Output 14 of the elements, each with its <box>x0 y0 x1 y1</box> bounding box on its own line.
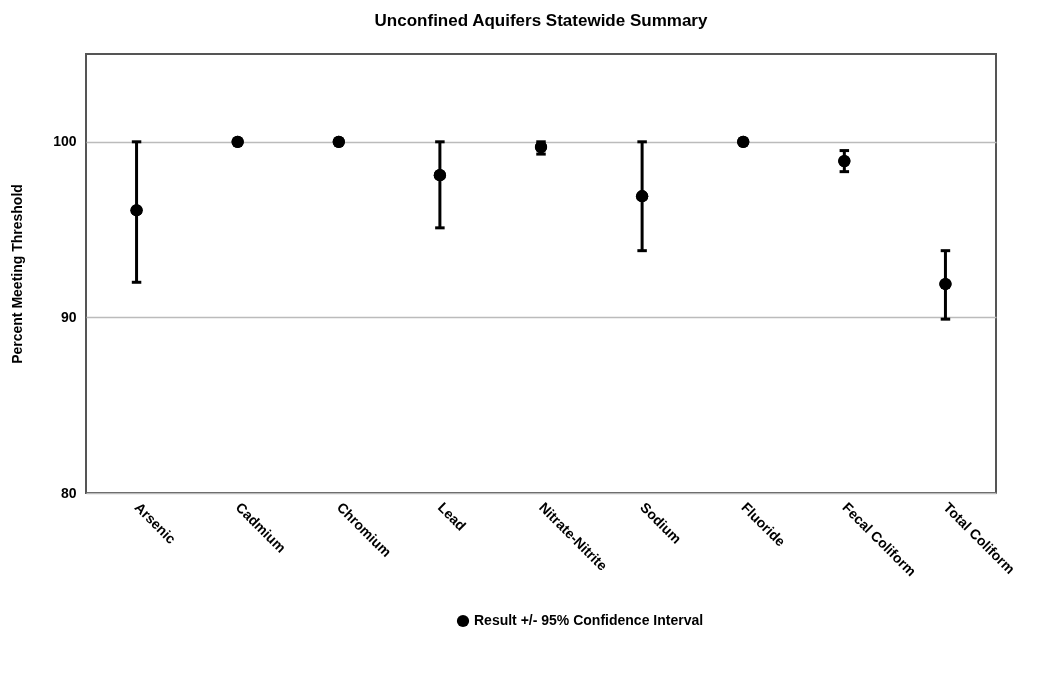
chart-title: Unconfined Aquifers Statewide Summary <box>374 11 708 30</box>
point <box>939 277 952 291</box>
point <box>332 135 345 148</box>
point <box>838 155 851 168</box>
point <box>737 135 750 148</box>
y-axis-title: Percent Meeting Threshold <box>9 184 26 364</box>
y-tick-label: 80 <box>60 484 77 501</box>
point <box>130 204 143 217</box>
legend-label: Result +/- 95% Confidence Interval <box>474 612 704 628</box>
y-tick-label: 100 <box>53 133 77 150</box>
point <box>433 169 447 182</box>
point <box>635 190 649 203</box>
point <box>231 135 244 148</box>
y-tick-label: 90 <box>60 308 77 325</box>
